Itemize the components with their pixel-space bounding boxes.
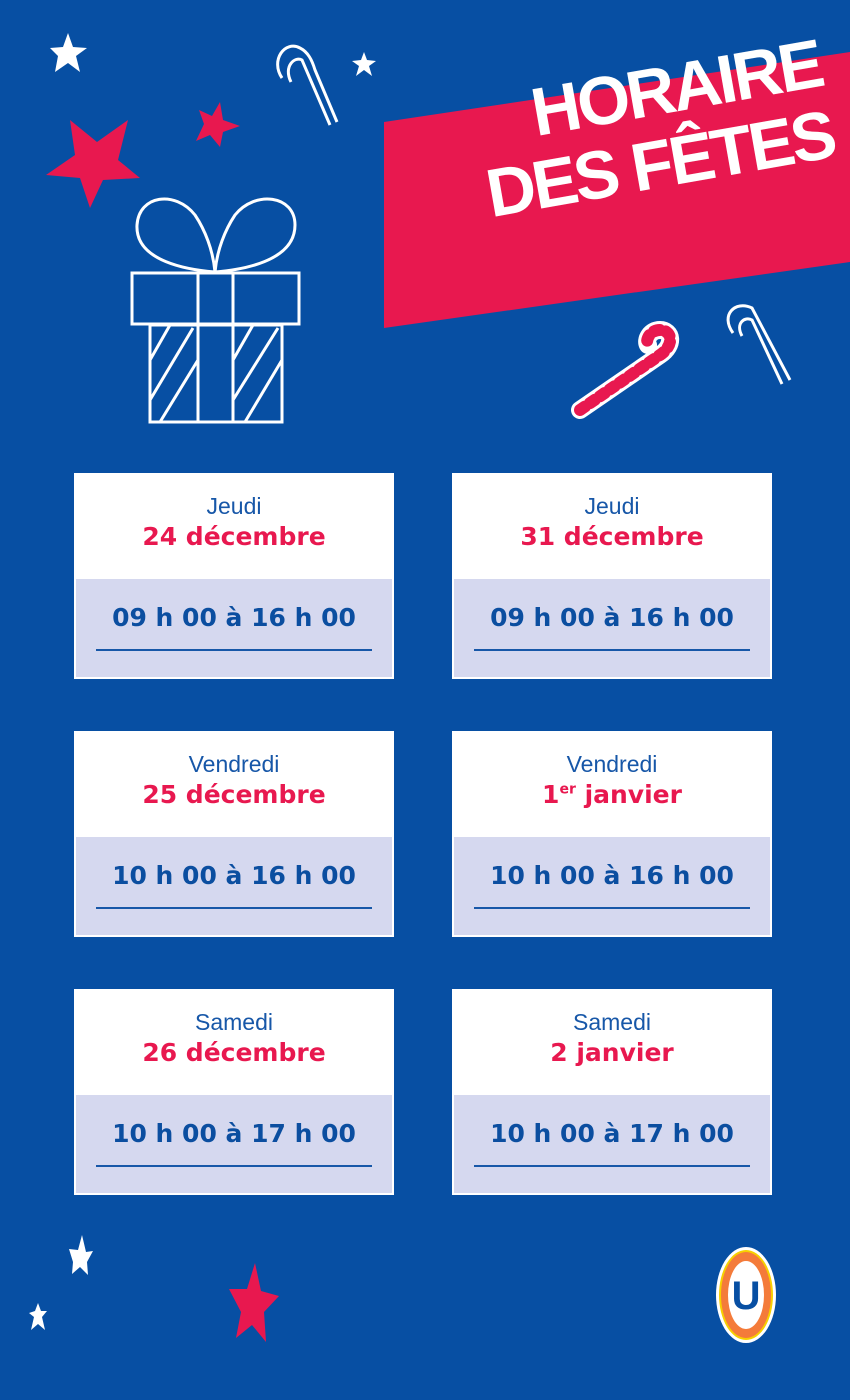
hours-label: 10 h 00 à 17 h 00 bbox=[490, 1119, 734, 1148]
date-number: 1 bbox=[542, 780, 560, 809]
divider bbox=[96, 907, 372, 909]
hours-label: 09 h 00 à 16 h 00 bbox=[490, 603, 734, 632]
hours-label: 09 h 00 à 16 h 00 bbox=[112, 603, 356, 632]
day-label: Jeudi bbox=[584, 493, 640, 519]
star-icon bbox=[352, 52, 376, 76]
day-label: Samedi bbox=[195, 1009, 273, 1035]
bottom-decorations: U bbox=[29, 1235, 776, 1343]
divider bbox=[474, 649, 750, 651]
star-icon bbox=[50, 33, 87, 72]
date-ordinal: er bbox=[559, 781, 576, 798]
star-icon bbox=[46, 120, 140, 208]
star-icon bbox=[229, 1263, 279, 1342]
title-banner bbox=[384, 52, 850, 328]
schedule-card: Vendredi 25 décembre 10 h 00 à 16 h 00 bbox=[74, 731, 394, 937]
schedule-card: Samedi 26 décembre 10 h 00 à 17 h 00 bbox=[74, 989, 394, 1195]
date-label: 31 décembre bbox=[520, 522, 704, 551]
date-label: 25 décembre bbox=[142, 780, 326, 809]
schedule-card: Jeudi 31 décembre 09 h 00 à 16 h 00 bbox=[452, 473, 772, 679]
divider bbox=[474, 1165, 750, 1167]
hours-label: 10 h 00 à 17 h 00 bbox=[112, 1119, 356, 1148]
hours-label: 10 h 00 à 16 h 00 bbox=[490, 861, 734, 890]
schedule-card: Samedi 2 janvier 10 h 00 à 17 h 00 bbox=[452, 989, 772, 1195]
divider bbox=[474, 907, 750, 909]
star-icon bbox=[69, 1235, 93, 1275]
candy-cane-icon bbox=[276, 44, 339, 126]
star-icon bbox=[29, 1303, 47, 1330]
date-label: 24 décembre bbox=[142, 522, 326, 551]
date-month: janvier bbox=[575, 780, 682, 809]
schedule-card: Jeudi 24 décembre 09 h 00 à 16 h 00 bbox=[74, 473, 394, 679]
day-label: Jeudi bbox=[206, 493, 262, 519]
day-label: Vendredi bbox=[566, 751, 658, 777]
logo-letter: U bbox=[732, 1274, 761, 1318]
day-label: Samedi bbox=[573, 1009, 651, 1035]
schedule-card: Vendredi 1er janvier 10 h 00 à 16 h 00 bbox=[452, 731, 772, 937]
star-icon bbox=[196, 102, 240, 147]
gift-icon bbox=[130, 197, 301, 424]
date-label: 2 janvier bbox=[550, 1038, 674, 1067]
date-label: 26 décembre bbox=[142, 1038, 326, 1067]
divider bbox=[96, 1165, 372, 1167]
logo: U bbox=[716, 1247, 776, 1343]
date-label: 1er janvier bbox=[454, 780, 770, 809]
day-label: Vendredi bbox=[188, 751, 280, 777]
divider bbox=[96, 649, 372, 651]
decorations bbox=[46, 33, 850, 424]
hours-label: 10 h 00 à 16 h 00 bbox=[112, 861, 356, 890]
candy-cane-icon bbox=[726, 304, 792, 385]
